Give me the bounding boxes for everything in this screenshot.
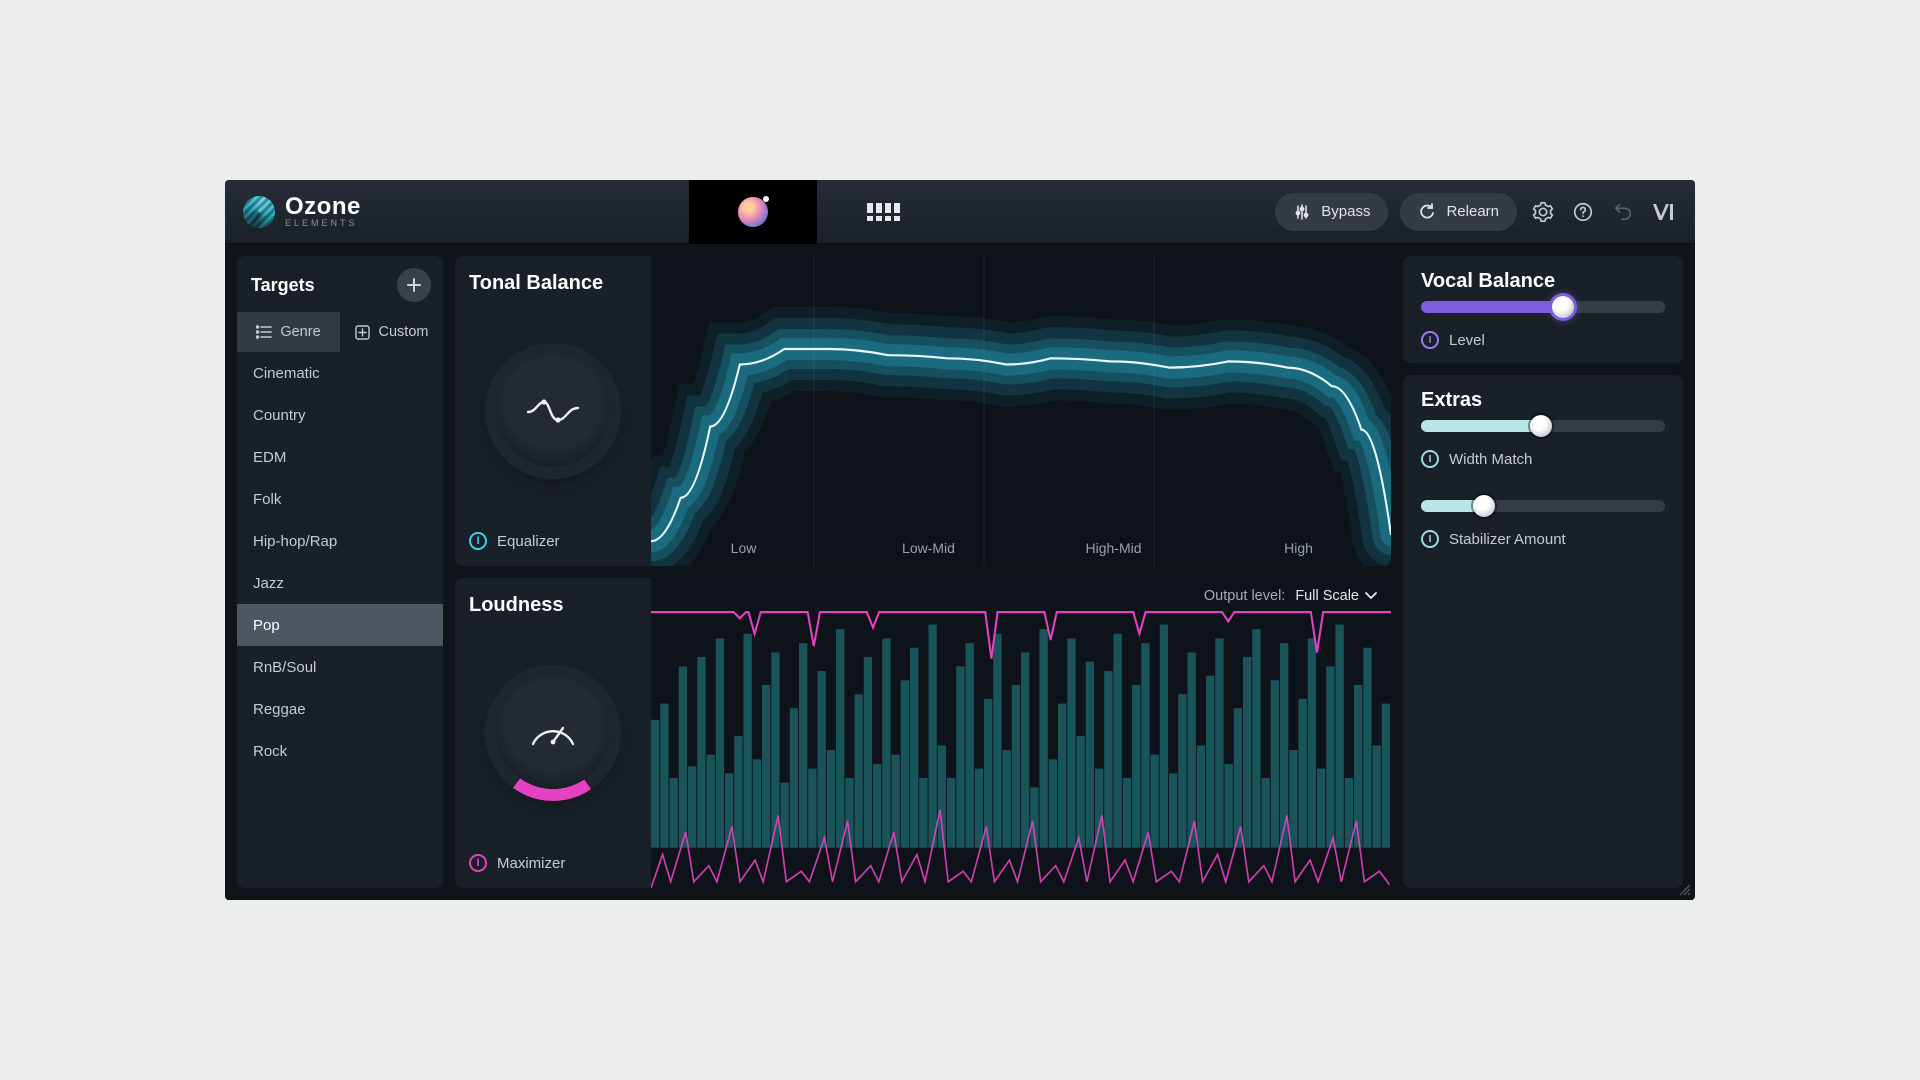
header: Ozone ELEMENTS Bypass — [225, 180, 1695, 244]
add-target-button[interactable] — [397, 268, 431, 302]
modules-icon — [867, 203, 900, 221]
maximizer-toggle[interactable]: I — [469, 854, 487, 872]
band-label: High — [1206, 540, 1391, 556]
app-window: Ozone ELEMENTS Bypass — [225, 180, 1695, 900]
chevron-down-icon — [1365, 592, 1377, 600]
help-icon — [1572, 201, 1594, 223]
output-level-select[interactable]: Full Scale — [1295, 588, 1377, 604]
app-logo: Ozone ELEMENTS — [243, 195, 361, 228]
width-match-thumb[interactable] — [1530, 415, 1552, 437]
right-column: Vocal Balance I Level Extras — [1403, 256, 1683, 888]
brand-icon — [1651, 201, 1675, 223]
app-title: Ozone — [285, 195, 361, 219]
width-match-label: Width Match — [1449, 451, 1532, 468]
list-icon — [256, 324, 272, 340]
loudness-section: Loudness I Maximizer — [455, 578, 1391, 888]
tab-genre-label: Genre — [280, 324, 320, 340]
gear-icon — [1532, 201, 1554, 223]
resize-grip-icon[interactable] — [1677, 882, 1691, 896]
center-column: Tonal Balance I Equalizer LowLow-MidHig — [455, 256, 1391, 888]
app-body: Targets Genre Custom — [225, 244, 1695, 900]
help-button[interactable] — [1569, 198, 1597, 226]
genre-item[interactable]: Rock — [237, 730, 443, 772]
vocal-level-label: Level — [1449, 332, 1485, 349]
knob-dot — [488, 407, 496, 415]
settings-button[interactable] — [1529, 198, 1557, 226]
genre-list: CinematicCountryEDMFolkHip-hop/RapJazzPo… — [237, 352, 443, 888]
stabilizer-toggle[interactable]: I — [1421, 530, 1439, 548]
genre-item[interactable]: Cinematic — [237, 352, 443, 394]
output-level-value: Full Scale — [1295, 588, 1359, 604]
genre-item[interactable]: Folk — [237, 478, 443, 520]
extras-title: Extras — [1417, 389, 1669, 416]
band-label: Low — [651, 540, 836, 556]
tab-modules[interactable] — [819, 180, 947, 244]
undo-history-button[interactable] — [1609, 198, 1637, 226]
logo-icon — [243, 196, 275, 228]
loudness-chart[interactable]: Output level: Full Scale — [651, 578, 1391, 888]
genre-item[interactable]: Jazz — [237, 562, 443, 604]
stabilizer-label: Stabilizer Amount — [1449, 531, 1566, 548]
genre-item[interactable]: Pop — [237, 604, 443, 646]
equalizer-label: Equalizer — [497, 533, 560, 550]
equalizer-toggle[interactable]: I — [469, 532, 487, 550]
knob-dot — [610, 407, 618, 415]
app-subtitle: ELEMENTS — [285, 219, 361, 228]
vocal-level-toggle[interactable]: I — [1421, 331, 1439, 349]
bypass-button[interactable]: Bypass — [1275, 193, 1388, 231]
tab-custom-label: Custom — [379, 324, 429, 340]
tab-assistant[interactable] — [689, 180, 817, 244]
vocal-level-slider[interactable] — [1421, 301, 1665, 313]
vocal-balance-panel: Vocal Balance I Level — [1403, 256, 1683, 363]
sidebar: Targets Genre Custom — [237, 256, 443, 888]
tonal-balance-section: Tonal Balance I Equalizer LowLow-MidHig — [455, 256, 1391, 566]
band-label: High-Mid — [1021, 540, 1206, 556]
tonal-title: Tonal Balance — [469, 272, 637, 295]
genre-item[interactable]: RnB/Soul — [237, 646, 443, 688]
loudness-title: Loudness — [469, 594, 637, 617]
genre-item[interactable]: Reggae — [237, 688, 443, 730]
extras-panel: Extras I Width Match — [1403, 375, 1683, 888]
width-match-toggle[interactable]: I — [1421, 450, 1439, 468]
plus-icon — [406, 277, 422, 293]
equalizer-knob[interactable] — [497, 355, 609, 467]
genre-item[interactable]: Country — [237, 394, 443, 436]
relearn-button[interactable]: Relearn — [1400, 193, 1517, 231]
eq-curve-icon — [526, 394, 580, 428]
bypass-icon — [1293, 203, 1311, 221]
width-match-slider[interactable] — [1421, 420, 1665, 432]
gauge-icon — [525, 716, 581, 750]
assistant-icon — [738, 197, 768, 227]
stabilizer-thumb[interactable] — [1473, 495, 1495, 517]
tonal-balance-chart[interactable]: LowLow-MidHigh-MidHigh — [651, 256, 1391, 566]
undo-icon — [1612, 201, 1634, 223]
vocal-title: Vocal Balance — [1417, 270, 1669, 297]
add-square-icon — [355, 324, 371, 340]
genre-item[interactable]: Hip-hop/Rap — [237, 520, 443, 562]
output-level-label: Output level: — [1204, 588, 1285, 604]
relearn-icon — [1418, 203, 1436, 221]
maximizer-knob[interactable] — [497, 677, 609, 789]
tab-custom[interactable]: Custom — [340, 312, 443, 352]
brand-button[interactable] — [1649, 198, 1677, 226]
genre-item[interactable]: EDM — [237, 436, 443, 478]
tab-genre[interactable]: Genre — [237, 312, 340, 352]
vocal-level-thumb[interactable] — [1552, 296, 1574, 318]
bypass-label: Bypass — [1321, 203, 1370, 220]
stabilizer-slider[interactable] — [1421, 500, 1665, 512]
relearn-label: Relearn — [1446, 203, 1499, 220]
band-label: Low-Mid — [836, 540, 1021, 556]
targets-title: Targets — [251, 275, 315, 296]
maximizer-label: Maximizer — [497, 855, 565, 872]
